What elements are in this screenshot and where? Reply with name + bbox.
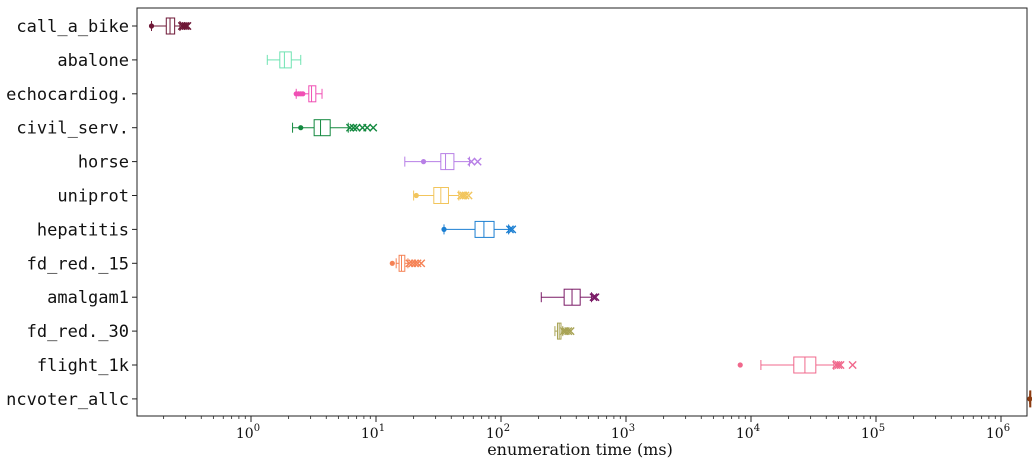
- outlier-cross: [363, 123, 372, 132]
- outlier-cross: [591, 293, 600, 302]
- outlier-cross: [848, 360, 857, 370]
- x-tick-label: 102: [486, 423, 510, 442]
- outlier-cross: [417, 259, 426, 268]
- outlier-cross: [464, 191, 473, 200]
- outlier-cross: [508, 225, 517, 234]
- chart-marks: [148, 17, 1032, 408]
- outlier-cross: [836, 360, 845, 370]
- box-iqr: [474, 220, 495, 238]
- box-iqr: [279, 51, 292, 69]
- outlier-dot: [441, 226, 447, 232]
- y-tick-label: fd_red._15: [27, 254, 129, 274]
- outlier-cross: [179, 21, 188, 31]
- y-tick-label: echocardiog.: [6, 85, 129, 105]
- outlier-dot: [300, 91, 306, 97]
- outlier-cross: [183, 21, 192, 31]
- outlier-dot: [420, 159, 427, 165]
- outlier-cross: [413, 259, 422, 268]
- box-civil_serv.: [292, 119, 378, 137]
- x-tick-label: 103: [611, 423, 635, 442]
- outlier-cross: [410, 259, 420, 268]
- y-tick-label: flight_1k: [37, 356, 129, 376]
- box-ncvoter_allc: [1027, 390, 1032, 408]
- outlier-cross: [349, 123, 358, 132]
- y-tick-label: uniprot: [57, 187, 129, 207]
- x-tick-label: 106: [986, 423, 1010, 442]
- box-fd_red._30: [554, 322, 575, 340]
- outlier-cross: [564, 327, 573, 336]
- outlier-cross: [345, 123, 355, 132]
- box-amalgam1: [540, 288, 600, 306]
- outlier-cross: [505, 225, 515, 234]
- outlier-cross: [834, 360, 843, 370]
- box-iqr: [313, 119, 331, 137]
- outlier-dot: [737, 362, 743, 368]
- y-tick-label: fd_red._30: [27, 322, 129, 342]
- x-tick-label: 101: [361, 423, 385, 442]
- box-call_a_bike: [148, 17, 192, 35]
- box-hepatitis: [441, 220, 517, 238]
- y-tick-label: ncvoter_allc: [6, 390, 129, 410]
- outlier-cross: [473, 157, 482, 166]
- outlier-dot: [148, 23, 155, 29]
- outlier-dot: [1027, 396, 1032, 402]
- box-iqr: [308, 85, 317, 103]
- y-tick-label: abalone: [57, 51, 129, 71]
- outlier-cross: [369, 123, 378, 132]
- y-tick-label: civil_serv.: [16, 119, 129, 139]
- box-fd_red._15: [389, 254, 426, 272]
- outlier-cross: [352, 123, 361, 132]
- y-tick-label: hepatitis: [37, 220, 129, 240]
- x-axis-title: enumeration time (ms): [487, 440, 673, 459]
- box-horse: [404, 153, 482, 171]
- y-tick-label: horse: [78, 153, 129, 173]
- x-tick-label: 105: [861, 423, 885, 442]
- outlier-cross: [589, 293, 598, 302]
- outlier-cross: [461, 191, 470, 200]
- box-abalone: [266, 51, 302, 69]
- x-tick-label: 100: [236, 423, 260, 442]
- x-axis: 100 101 102 103 104 105 106: [163, 416, 1010, 442]
- outlier-cross: [566, 327, 575, 336]
- outlier-dot: [389, 260, 395, 266]
- outlier-cross: [467, 157, 476, 166]
- outlier-dot: [298, 125, 304, 131]
- outlier-cross: [181, 21, 190, 31]
- y-tick-label: call_a_bike: [16, 17, 129, 37]
- box-uniprot: [413, 187, 473, 204]
- outlier-dot: [413, 192, 419, 199]
- box-iqr: [440, 153, 455, 171]
- box-flight_1k: [737, 356, 857, 374]
- box-echocardiog.: [293, 85, 323, 103]
- plot-frame: [136, 7, 1028, 417]
- x-tick-label: 104: [736, 423, 760, 442]
- y-tick-label: amalgam1: [47, 288, 129, 308]
